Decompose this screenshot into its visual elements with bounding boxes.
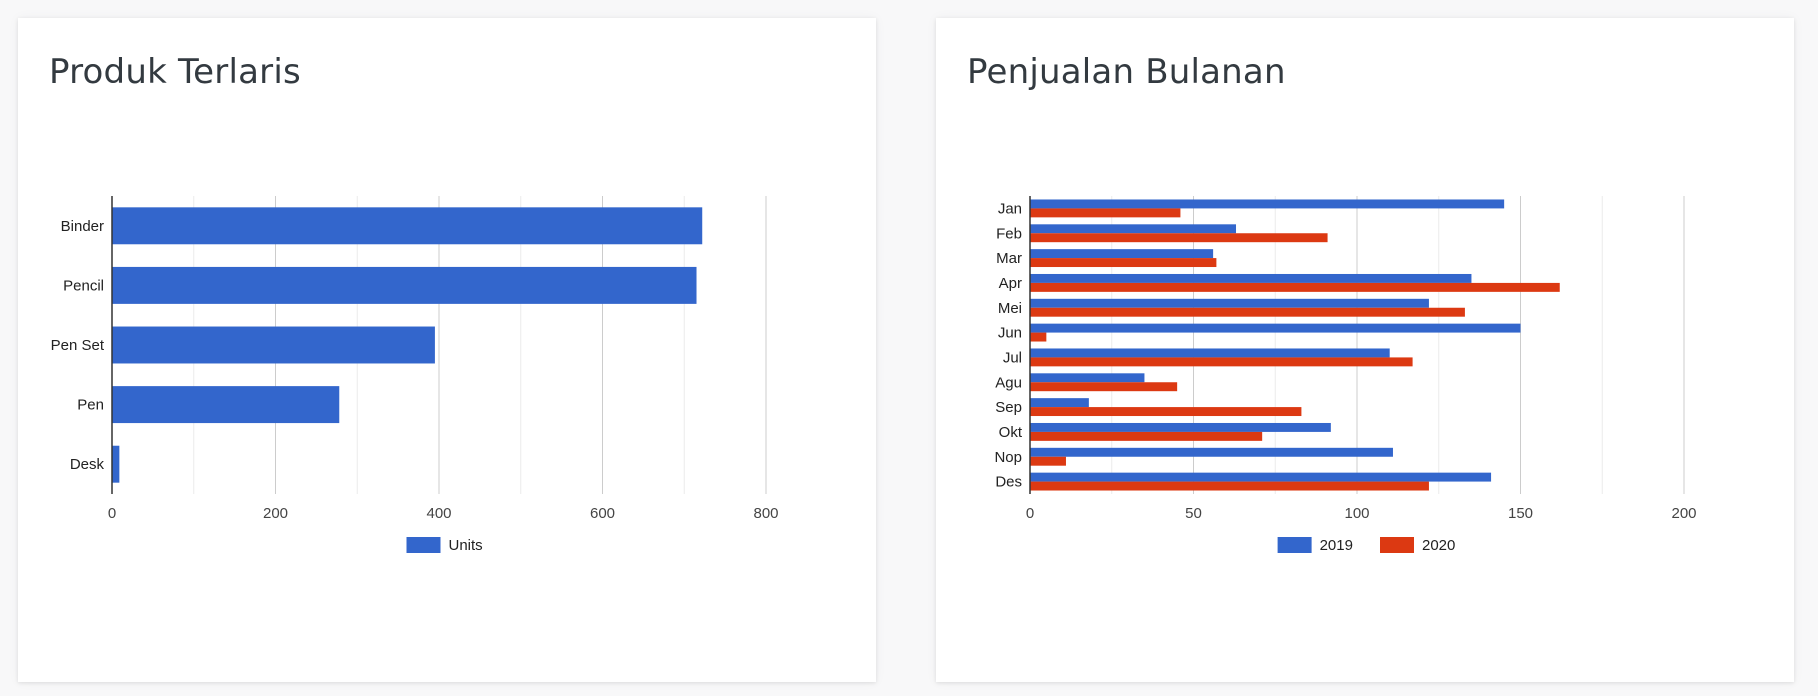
category-label: Mei <box>998 300 1022 317</box>
x-tick-label: 100 <box>1344 505 1369 522</box>
category-label: Okt <box>999 424 1023 441</box>
bar-apr-2019 <box>1030 273 1472 283</box>
bar-chart-produk-terlaris: Binder Pencil Pen Set Pen Desk 0 200 400 600 800 U… <box>51 196 779 554</box>
bar-okt-2020 <box>1030 431 1263 441</box>
category-label: Binder <box>61 218 104 235</box>
legend-swatch-units <box>406 537 441 553</box>
legend: 2019 2020 <box>1277 537 1455 554</box>
bars <box>112 207 703 483</box>
bar-okt-2019 <box>1030 422 1331 432</box>
chart-card-penjualan-bulanan: Penjualan Bulanan Jan Feb Mar Apr Mei Jun Jul A… <box>936 18 1794 682</box>
x-tick-label: 150 <box>1508 505 1533 522</box>
bar-jun-2019 <box>1030 323 1521 333</box>
category-label: Jan <box>998 200 1022 217</box>
bar-jun-2020 <box>1030 332 1047 342</box>
bar-sep-2020 <box>1030 407 1302 417</box>
category-label: Sep <box>995 399 1022 416</box>
category-label: Jul <box>1003 349 1022 366</box>
legend-label: Units <box>449 537 483 554</box>
x-tick-label: 200 <box>1671 505 1696 522</box>
bar-nop-2019 <box>1030 447 1393 457</box>
category-label: Apr <box>999 275 1022 292</box>
category-label: Pen Set <box>51 337 105 354</box>
legend-swatch-2019 <box>1277 537 1312 553</box>
bar-nop-2020 <box>1030 456 1066 466</box>
legend-label: 2020 <box>1422 537 1455 554</box>
category-label: Feb <box>996 225 1022 242</box>
legend-swatch-2020 <box>1380 537 1414 553</box>
bar-jul-2020 <box>1030 357 1413 367</box>
category-label: Agu <box>995 374 1022 391</box>
card-title: Produk Terlaris <box>49 52 301 92</box>
x-tick-label: 200 <box>263 505 288 522</box>
bar-jan-2019 <box>1030 199 1505 209</box>
x-tick-labels: 0 50 100 150 200 <box>1026 505 1697 522</box>
category-labels: Binder Pencil Pen Set Pen Desk <box>51 218 105 473</box>
bar-mar-2020 <box>1030 258 1217 268</box>
bar-agu-2019 <box>1030 373 1145 383</box>
bar-des-2019 <box>1030 472 1492 482</box>
category-label: Pencil <box>63 277 104 294</box>
bar-feb-2020 <box>1030 233 1328 243</box>
x-tick-label: 800 <box>753 505 778 522</box>
legend-label: 2019 <box>1320 537 1353 554</box>
bar-feb-2019 <box>1030 224 1237 234</box>
bar-apr-2020 <box>1030 282 1560 292</box>
bar-sep-2019 <box>1030 398 1089 408</box>
bar-pencil-units <box>112 266 697 304</box>
category-label: Des <box>995 474 1022 491</box>
x-tick-label: 0 <box>1026 505 1034 522</box>
category-label: Jun <box>998 325 1022 342</box>
bar-mar-2019 <box>1030 249 1214 259</box>
bar-pen-units <box>112 386 340 424</box>
bar-pen-set-units <box>112 326 435 364</box>
x-tick-label: 600 <box>590 505 615 522</box>
category-label: Mar <box>996 250 1022 267</box>
bars <box>1030 199 1560 491</box>
x-tick-label: 0 <box>108 505 116 522</box>
bar-agu-2020 <box>1030 382 1178 392</box>
bar-mei-2019 <box>1030 298 1429 308</box>
legend: Units <box>406 537 483 554</box>
gridlines <box>1111 196 1685 494</box>
category-label: Desk <box>70 456 105 473</box>
chart-card-produk-terlaris: Produk Terlaris Binder Pencil Pen Set Pen De… <box>18 18 876 682</box>
category-labels: Jan Feb Mar Apr Mei Jun Jul Agu Sep Okt Nop Des <box>994 200 1022 490</box>
bar-des-2020 <box>1030 481 1429 491</box>
bar-mei-2020 <box>1030 307 1465 317</box>
bar-jul-2019 <box>1030 348 1390 358</box>
x-tick-labels: 0 200 400 600 800 <box>108 505 779 522</box>
x-tick-label: 50 <box>1185 505 1202 522</box>
bar-binder-units <box>112 207 703 245</box>
category-label: Nop <box>994 449 1022 466</box>
category-label: Pen <box>77 397 104 414</box>
bar-desk-units <box>112 445 120 483</box>
bar-jan-2020 <box>1030 208 1181 218</box>
x-tick-label: 400 <box>426 505 451 522</box>
card-title: Penjualan Bulanan <box>967 52 1286 92</box>
